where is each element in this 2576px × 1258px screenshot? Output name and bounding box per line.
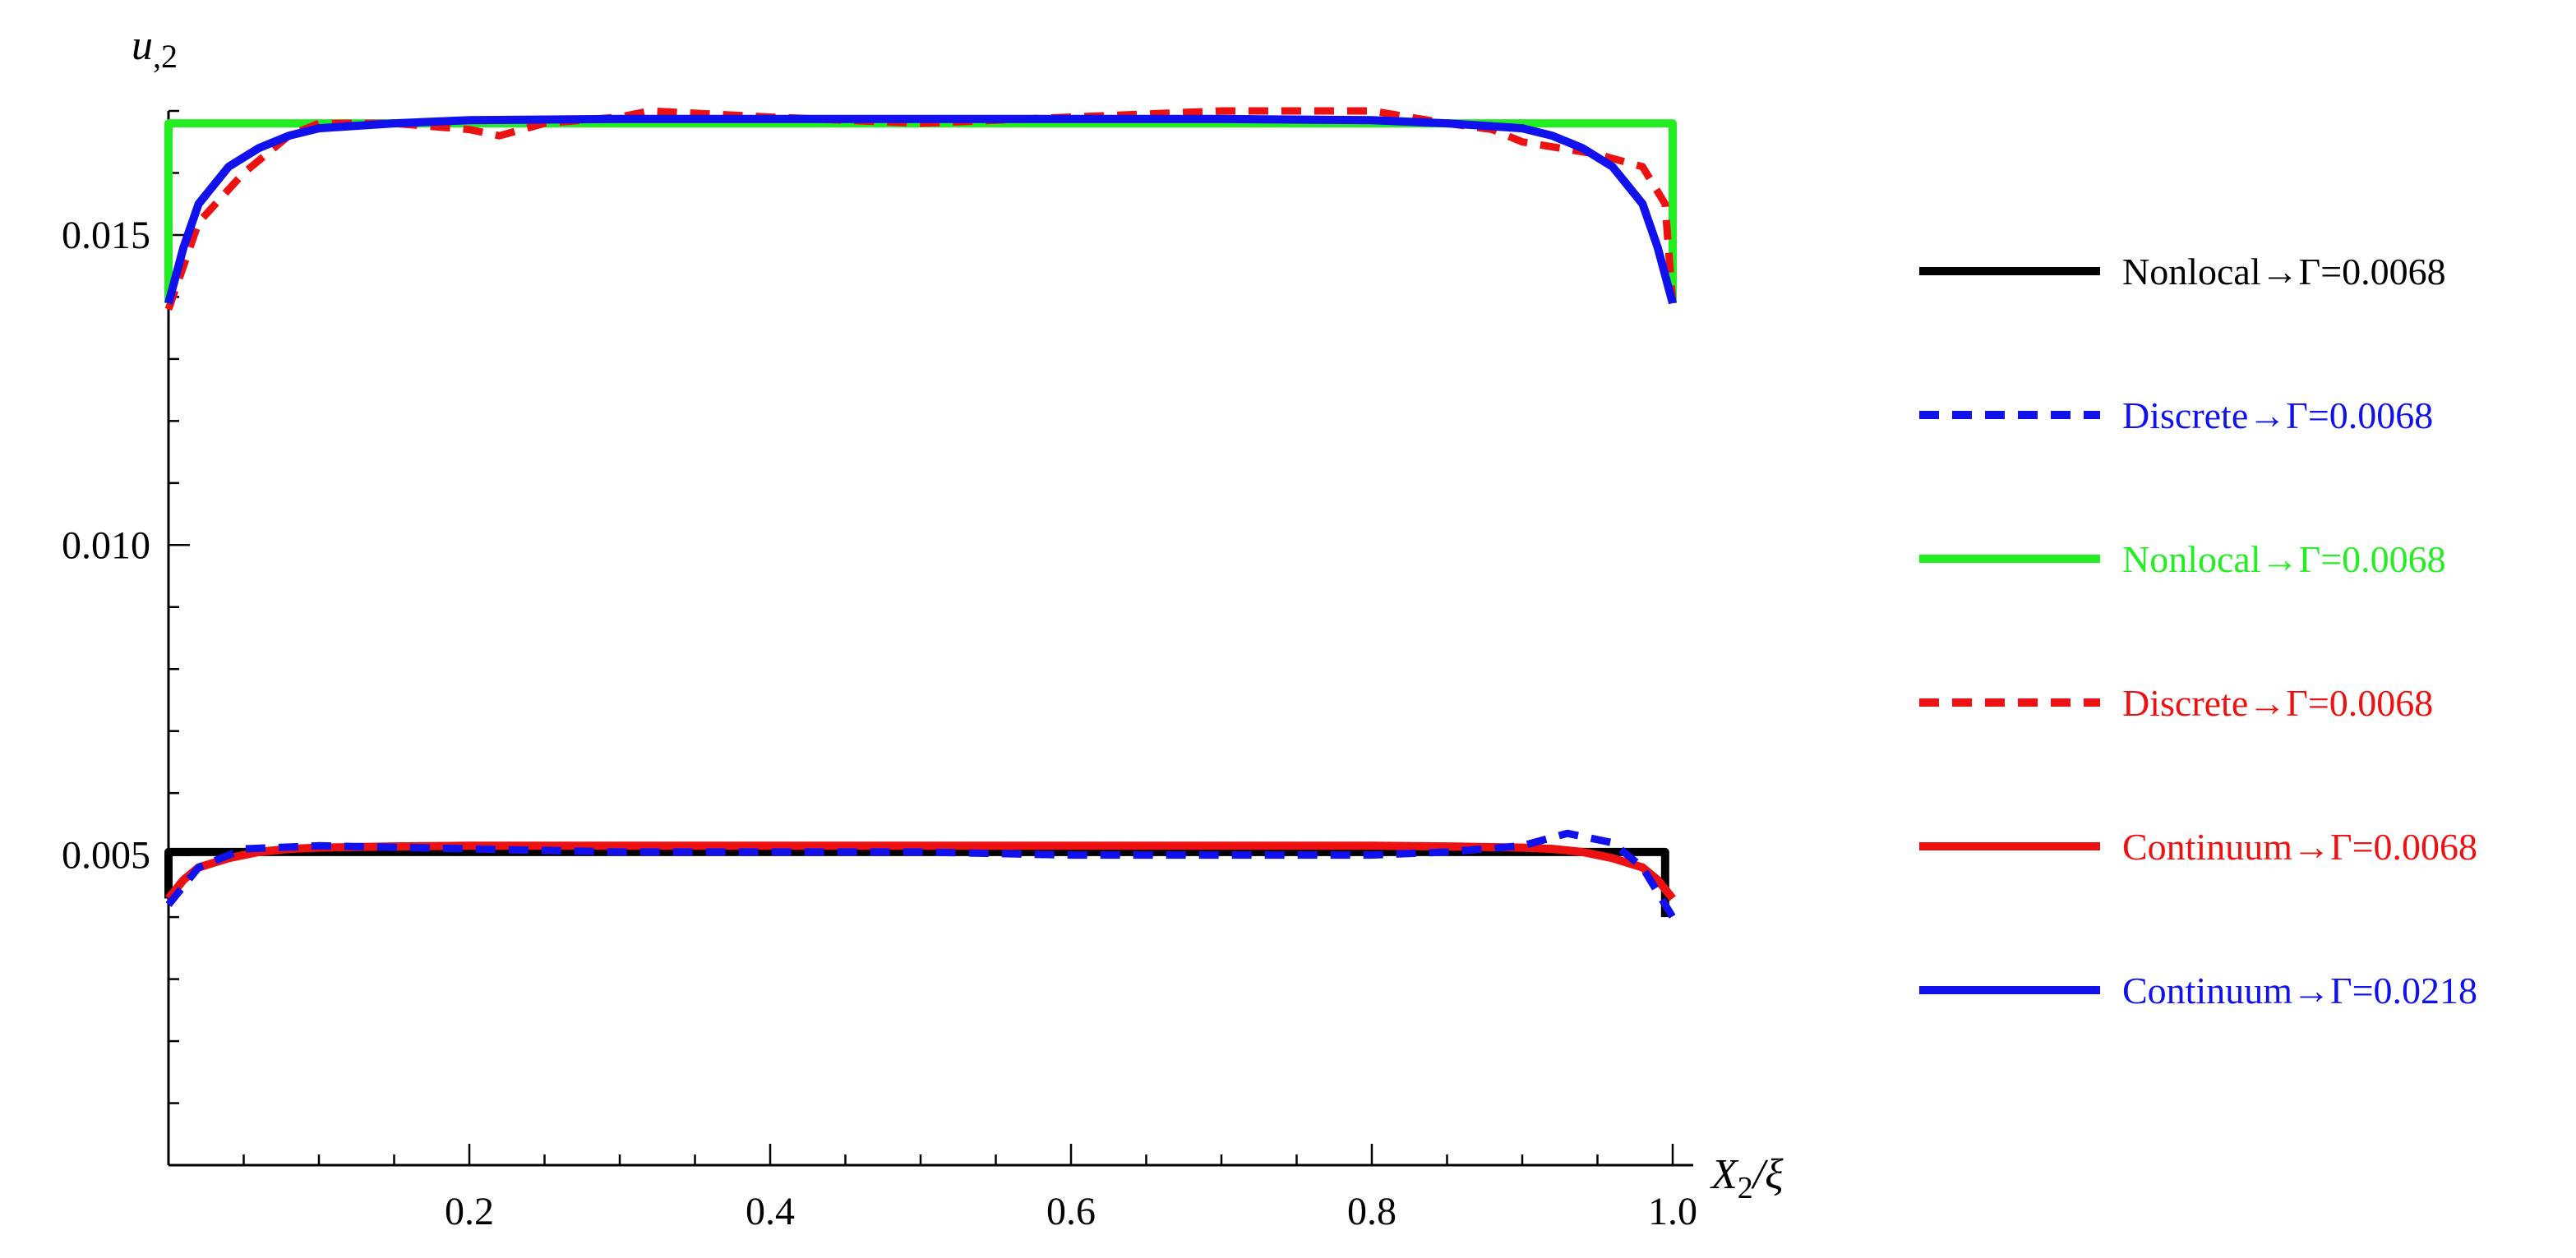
x-tick-label: 0.6 [1046, 1190, 1096, 1233]
x-tick-label: 1.0 [1648, 1190, 1697, 1233]
x-axis-label: X2/ξ [1710, 1151, 1784, 1205]
y-tick-label: 0.015 [62, 214, 150, 257]
series-line-3 [164, 119, 1677, 303]
series-line-2 [165, 829, 1676, 919]
x-tick-label: 0.4 [746, 1190, 795, 1233]
tick-labels: 0.2 0.4 0.6 0.8 1.0 0.005 0.010 0.015 [62, 214, 1697, 1233]
legend-label: Discrete→Γ=0.0068 [2122, 682, 2433, 724]
series-line-1 [164, 847, 1669, 918]
x-tick-label: 0.8 [1347, 1190, 1396, 1233]
x-tick-label: 0.2 [445, 1190, 494, 1233]
y-axis-label: u,2 [132, 22, 178, 75]
series-line-6 [164, 114, 1677, 305]
y-tick-label: 0.010 [62, 523, 150, 567]
legend-label: Nonlocal→Γ=0.0068 [2122, 538, 2446, 580]
legend-label: Continuum→Γ=0.0068 [2122, 826, 2477, 868]
series-layer [164, 107, 1677, 919]
legend: Nonlocal→Γ=0.0068 Discrete→Γ=0.0068 Nonloc… [1919, 251, 2477, 1011]
legend-label: Continuum→Γ=0.0218 [2122, 970, 2477, 1011]
series-line-4 [164, 107, 1677, 311]
legend-label: Discrete→Γ=0.0068 [2122, 394, 2433, 436]
series-line-5 [165, 841, 1676, 901]
legend-label: Nonlocal→Γ=0.0068 [2122, 251, 2446, 293]
axes [167, 109, 1693, 1167]
y-tick-label: 0.005 [62, 834, 150, 878]
